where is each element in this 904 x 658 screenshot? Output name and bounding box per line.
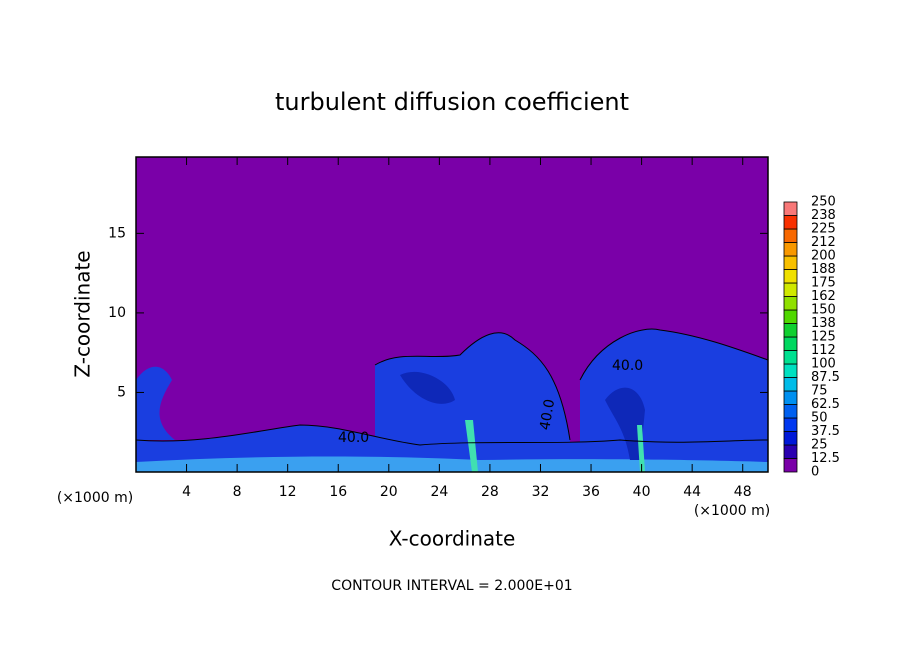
colorbar-label: 87.5 bbox=[811, 370, 840, 385]
colorbar-segment bbox=[783, 350, 798, 365]
x-tick-label: 4 bbox=[182, 484, 191, 500]
x-tick-label: 24 bbox=[430, 484, 448, 500]
colorbar-label: 25 bbox=[811, 438, 828, 453]
x-tick-label: 16 bbox=[329, 484, 347, 500]
chart-title: turbulent diffusion coefficient bbox=[275, 88, 629, 116]
colorbar-label: 0 bbox=[811, 465, 819, 480]
contour-line bbox=[135, 328, 769, 446]
x-tick-label: 8 bbox=[233, 484, 242, 500]
x-tick-label: 28 bbox=[481, 484, 499, 500]
x-axis-label: X-coordinate bbox=[389, 527, 516, 551]
plot-field: 40.0 40.0 40.0 bbox=[135, 156, 769, 473]
colorbar-segment bbox=[783, 377, 798, 392]
colorbar-label: 112 bbox=[811, 343, 836, 358]
x-tick-label: 32 bbox=[532, 484, 550, 500]
colorbar-segment bbox=[783, 215, 798, 230]
plot-frame bbox=[135, 156, 769, 473]
colorbar-label: 50 bbox=[811, 411, 828, 426]
x-tick-label: 12 bbox=[279, 484, 297, 500]
contour-label: 40.0 bbox=[537, 398, 558, 431]
x-tick-label: 40 bbox=[633, 484, 651, 500]
colorbar-segment bbox=[783, 336, 798, 351]
colorbar-label: 175 bbox=[811, 276, 836, 291]
x-tick-label: 20 bbox=[380, 484, 398, 500]
colorbar-label: 37.5 bbox=[811, 424, 840, 439]
colorbar-label: 200 bbox=[811, 249, 836, 264]
colorbar-label: 188 bbox=[811, 262, 836, 277]
field-shading bbox=[375, 332, 570, 472]
colorbar-segment bbox=[783, 363, 798, 378]
colorbar-label: 225 bbox=[811, 222, 836, 237]
colorbar-label: 250 bbox=[811, 195, 836, 210]
colorbar-segment bbox=[783, 431, 798, 446]
colorbar-segment bbox=[783, 390, 798, 405]
colorbar-segment bbox=[783, 417, 798, 432]
field-shading bbox=[400, 371, 645, 460]
y-tick-label: 10 bbox=[108, 305, 126, 321]
colorbar-label: 150 bbox=[811, 303, 836, 318]
colorbar-label: 75 bbox=[811, 384, 828, 399]
footnote: CONTOUR INTERVAL = 2.000E+01 bbox=[331, 578, 572, 594]
colorbar-label: 62.5 bbox=[811, 397, 840, 412]
colorbar-label: 125 bbox=[811, 330, 836, 345]
colorbar-label: 212 bbox=[811, 235, 836, 250]
x-unit-label: (×1000 m) bbox=[57, 490, 133, 506]
colorbar-segment bbox=[783, 404, 798, 419]
colorbar-segment bbox=[783, 458, 798, 473]
axes: 4 8 12 16 20 24 28 32 36 40 44 4851015012.52537.550… bbox=[108, 157, 840, 500]
colorbar-segment bbox=[783, 201, 798, 216]
colorbar-segment bbox=[783, 269, 798, 284]
y-tick-label: 15 bbox=[108, 225, 126, 241]
colorbar-label: 100 bbox=[811, 357, 836, 372]
contour-label: 40.0 bbox=[338, 430, 369, 446]
field-shading bbox=[136, 456, 768, 472]
colorbar-label: 138 bbox=[811, 316, 836, 331]
colorbar-segment bbox=[783, 309, 798, 324]
x-tick-label: 36 bbox=[582, 484, 600, 500]
colorbar-segment bbox=[783, 242, 798, 257]
x-tick-label: 48 bbox=[734, 484, 752, 500]
colorbar-segment bbox=[783, 228, 798, 243]
y-axis-label: Z-coordinate bbox=[71, 250, 95, 377]
field-shading bbox=[136, 366, 175, 440]
contour-label: 40.0 bbox=[612, 358, 643, 374]
x-tick-label: 44 bbox=[683, 484, 701, 500]
x-unit-label: (×1000 m) bbox=[694, 503, 770, 519]
colorbar-label: 162 bbox=[811, 289, 836, 304]
colorbar-segment bbox=[783, 444, 798, 459]
colorbar-segment bbox=[783, 255, 798, 270]
colorbar-label: 238 bbox=[811, 208, 836, 223]
colorbar-segment bbox=[783, 296, 798, 311]
colorbar-label: 12.5 bbox=[811, 451, 840, 466]
colorbar-segment bbox=[783, 282, 798, 297]
y-tick-label: 5 bbox=[117, 384, 126, 400]
colorbar-segment bbox=[783, 323, 798, 338]
